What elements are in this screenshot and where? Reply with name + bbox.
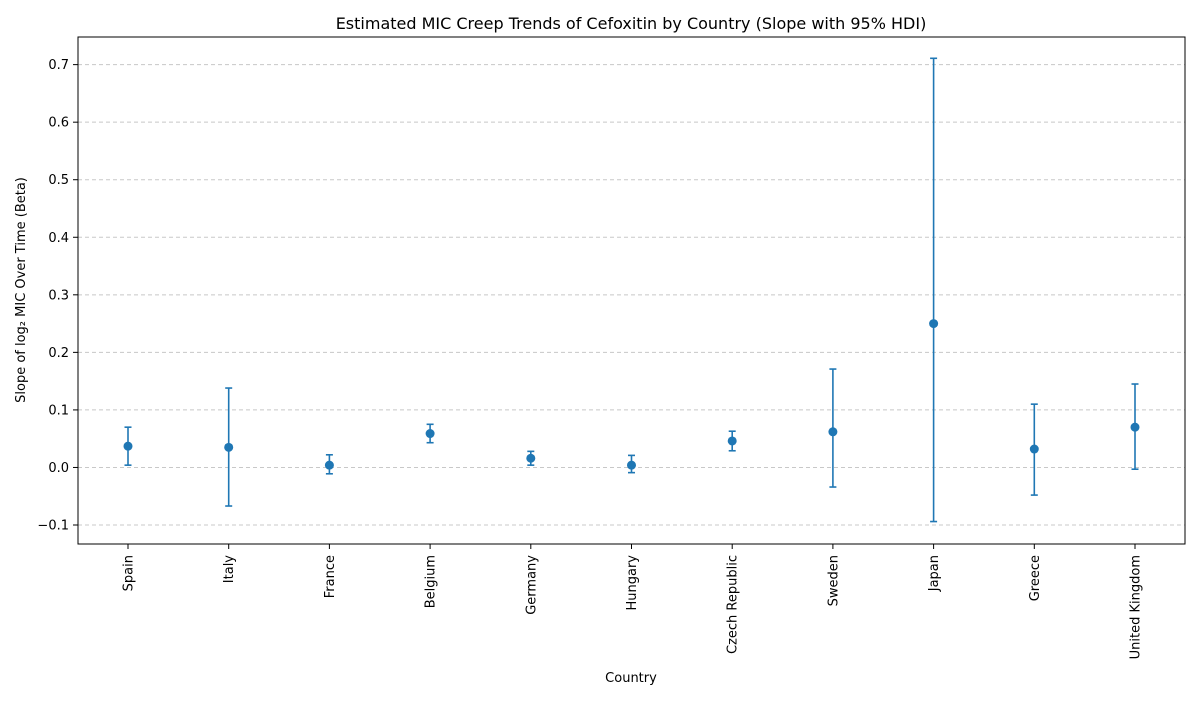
data-point xyxy=(123,441,133,451)
data-point xyxy=(1130,422,1140,432)
x-tick-label: Hungary xyxy=(625,555,640,611)
y-tick-label: 0.7 xyxy=(48,58,69,73)
y-tick-label: 0.4 xyxy=(48,231,69,246)
axes-layer: −0.1 0.0 0.1 0.2 0.3 0.4 0.5 0.6 0.7 Spain Italy Fr… xyxy=(37,36,1186,659)
y-tick-label: 0.6 xyxy=(48,116,69,131)
data-point xyxy=(324,460,334,470)
data-point xyxy=(526,453,536,463)
data-point xyxy=(224,442,234,452)
data-point xyxy=(425,429,435,439)
data-point xyxy=(1029,444,1039,454)
data-point xyxy=(828,427,838,437)
x-tick-label: Greece xyxy=(1028,555,1043,601)
y-tick-label: 0.2 xyxy=(48,346,69,361)
y-tick-label: 0.3 xyxy=(48,288,69,303)
y-tick-label: −0.1 xyxy=(37,519,69,534)
x-tick-label: Czech Republic xyxy=(726,555,741,654)
x-tick-label: France xyxy=(323,555,338,598)
x-tick-label: Italy xyxy=(222,555,237,584)
x-tick-label: Belgium xyxy=(424,555,439,608)
y-tick-label: 0.5 xyxy=(48,173,69,188)
chart-title: Estimated MIC Creep Trends of Cefoxitin … xyxy=(336,14,927,33)
x-tick-label: Sweden xyxy=(826,555,841,606)
data-point xyxy=(727,436,737,446)
x-tick-label: Germany xyxy=(524,555,539,615)
data-point xyxy=(627,460,636,470)
x-tick-label: United Kingdom xyxy=(1129,555,1144,659)
y-tick-label: 0.1 xyxy=(48,403,69,418)
marks-layer xyxy=(123,57,1140,523)
x-tick-label: Japan xyxy=(927,555,942,592)
data-point xyxy=(929,319,939,329)
y-axis-label: Slope of log₂ MIC Over Time (Beta) xyxy=(14,177,29,403)
y-tick-label: 0.0 xyxy=(48,461,69,476)
x-tick-label: Spain xyxy=(122,555,137,591)
x-axis-label: Country xyxy=(605,671,657,686)
